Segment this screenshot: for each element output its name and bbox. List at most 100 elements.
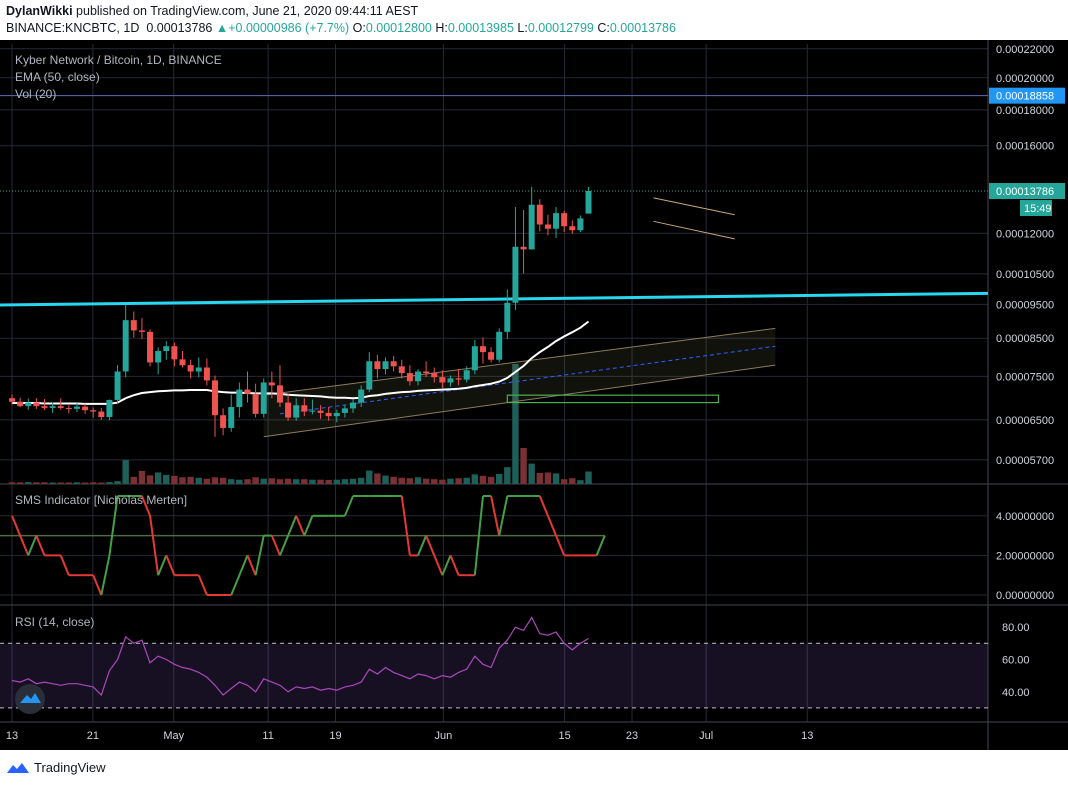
candle-body <box>82 406 89 411</box>
sms-segment <box>490 495 501 536</box>
chart-title: Kyber Network / Bitcoin, 1D, BINANCE <box>15 53 222 67</box>
volume-bar <box>439 479 446 484</box>
candle-body <box>553 213 560 229</box>
volume-bar <box>431 479 438 484</box>
candle-body <box>65 407 72 409</box>
volume-bar <box>16 482 24 484</box>
countdown-label: 15:49 <box>1024 203 1052 215</box>
candle-body <box>512 246 519 303</box>
chart-canvas[interactable]: 0.00022000 0.00020000 0.00018000 0.00016000… <box>0 40 1068 750</box>
candle-body <box>106 399 113 418</box>
volume-bar <box>479 475 487 484</box>
volume-bar <box>552 473 560 484</box>
time-tick-label: Jul <box>699 730 713 742</box>
publish-info: published on TradingView.com, June 21, 2… <box>72 4 419 18</box>
sms-segment <box>230 574 241 596</box>
ema-legend[interactable]: EMA (50, close) <box>15 70 100 84</box>
alert-price-box <box>989 87 1065 104</box>
volume-bar <box>25 482 32 484</box>
sms-segment <box>295 515 306 536</box>
candle-body <box>366 361 373 390</box>
sms-segment <box>140 495 151 517</box>
volume-bar <box>114 481 121 484</box>
sms-segment <box>555 535 566 556</box>
volume-bar <box>57 482 64 484</box>
volume-bar <box>357 477 365 484</box>
sms-segment <box>149 515 160 576</box>
last-price-label: 0.00013786 <box>996 186 1054 198</box>
time-tick-label: 15 <box>559 730 571 742</box>
sms-legend[interactable]: SMS Indicator [Nicholas Merten] <box>15 493 188 507</box>
volume-bar <box>325 479 332 484</box>
candle-body <box>57 406 64 408</box>
candle-body <box>90 410 97 412</box>
volume-bar <box>244 479 251 484</box>
candle-body <box>488 352 495 360</box>
support-box <box>506 394 720 404</box>
volume-bar <box>268 478 276 484</box>
volume-bar <box>146 475 154 484</box>
rsi-tick-label: 40.00 <box>1002 687 1030 699</box>
volume-bar <box>560 479 568 484</box>
chart-area[interactable]: 0.00022000 0.00020000 0.00018000 0.00016000… <box>0 40 1068 750</box>
open-value: 0.00012800 <box>365 21 432 35</box>
candle-body <box>163 346 170 352</box>
candle-body <box>138 330 145 332</box>
volume-legend[interactable]: Vol (20) <box>15 87 57 101</box>
volume-bar <box>309 479 316 484</box>
volume-bar <box>471 474 479 484</box>
volume-bar <box>366 470 373 484</box>
volume-bar <box>504 467 511 484</box>
sms-tick-label: 0.00000000 <box>996 590 1054 602</box>
candle-body <box>415 371 421 382</box>
volume-bar <box>211 477 219 484</box>
candle-body <box>585 190 592 214</box>
volume-bar <box>585 471 592 484</box>
candle-body <box>122 320 129 372</box>
volume-bar <box>536 472 543 484</box>
time-tick-label: 11 <box>262 730 273 742</box>
sms-segment <box>92 574 103 596</box>
brand-name[interactable]: TradingView <box>34 760 106 775</box>
candle-body <box>9 398 15 402</box>
candle-body <box>98 411 105 418</box>
sms-tick-label: 4.00000000 <box>996 511 1054 523</box>
volume-bar <box>447 478 454 484</box>
sms-segment <box>498 495 509 536</box>
price-tick-label: 0.00006500 <box>996 415 1054 427</box>
candle-body <box>536 204 543 225</box>
sms-segment <box>11 515 22 536</box>
author-name[interactable]: DylanWikki <box>6 4 73 18</box>
candle-body <box>203 367 210 381</box>
tradingview-logo-icon <box>7 763 29 773</box>
time-tick-label: 13 <box>801 730 813 742</box>
low-label: L: <box>517 21 528 35</box>
volume-bar <box>422 478 430 484</box>
rsi-legend[interactable]: RSI (14, close) <box>15 615 95 629</box>
low-value: 0.00012799 <box>527 21 594 35</box>
candle-body <box>341 408 348 413</box>
time-tick-label: 19 <box>329 730 341 742</box>
sms-segment <box>246 555 257 576</box>
volume-bar <box>8 482 16 484</box>
channel-lower-line <box>263 364 776 438</box>
trend-line <box>0 291 989 307</box>
high-label: H: <box>435 21 448 35</box>
sms-segment <box>425 535 436 556</box>
time-tick-label: 23 <box>626 730 638 742</box>
sms-segment <box>343 495 354 517</box>
candle-body <box>439 377 446 383</box>
sms-segment <box>433 555 444 576</box>
volume-bar <box>414 477 422 484</box>
candle-body <box>260 382 267 414</box>
volume-bar <box>390 476 397 484</box>
candle-body <box>130 320 137 331</box>
rsi-band <box>0 643 988 708</box>
time-tick-label: Jun <box>434 730 452 742</box>
candle-body <box>195 367 202 372</box>
volume-bar <box>90 482 97 484</box>
volume-bar <box>349 478 357 484</box>
candle-body <box>479 346 486 353</box>
volume-bar <box>65 482 73 484</box>
candle-body <box>447 378 454 383</box>
